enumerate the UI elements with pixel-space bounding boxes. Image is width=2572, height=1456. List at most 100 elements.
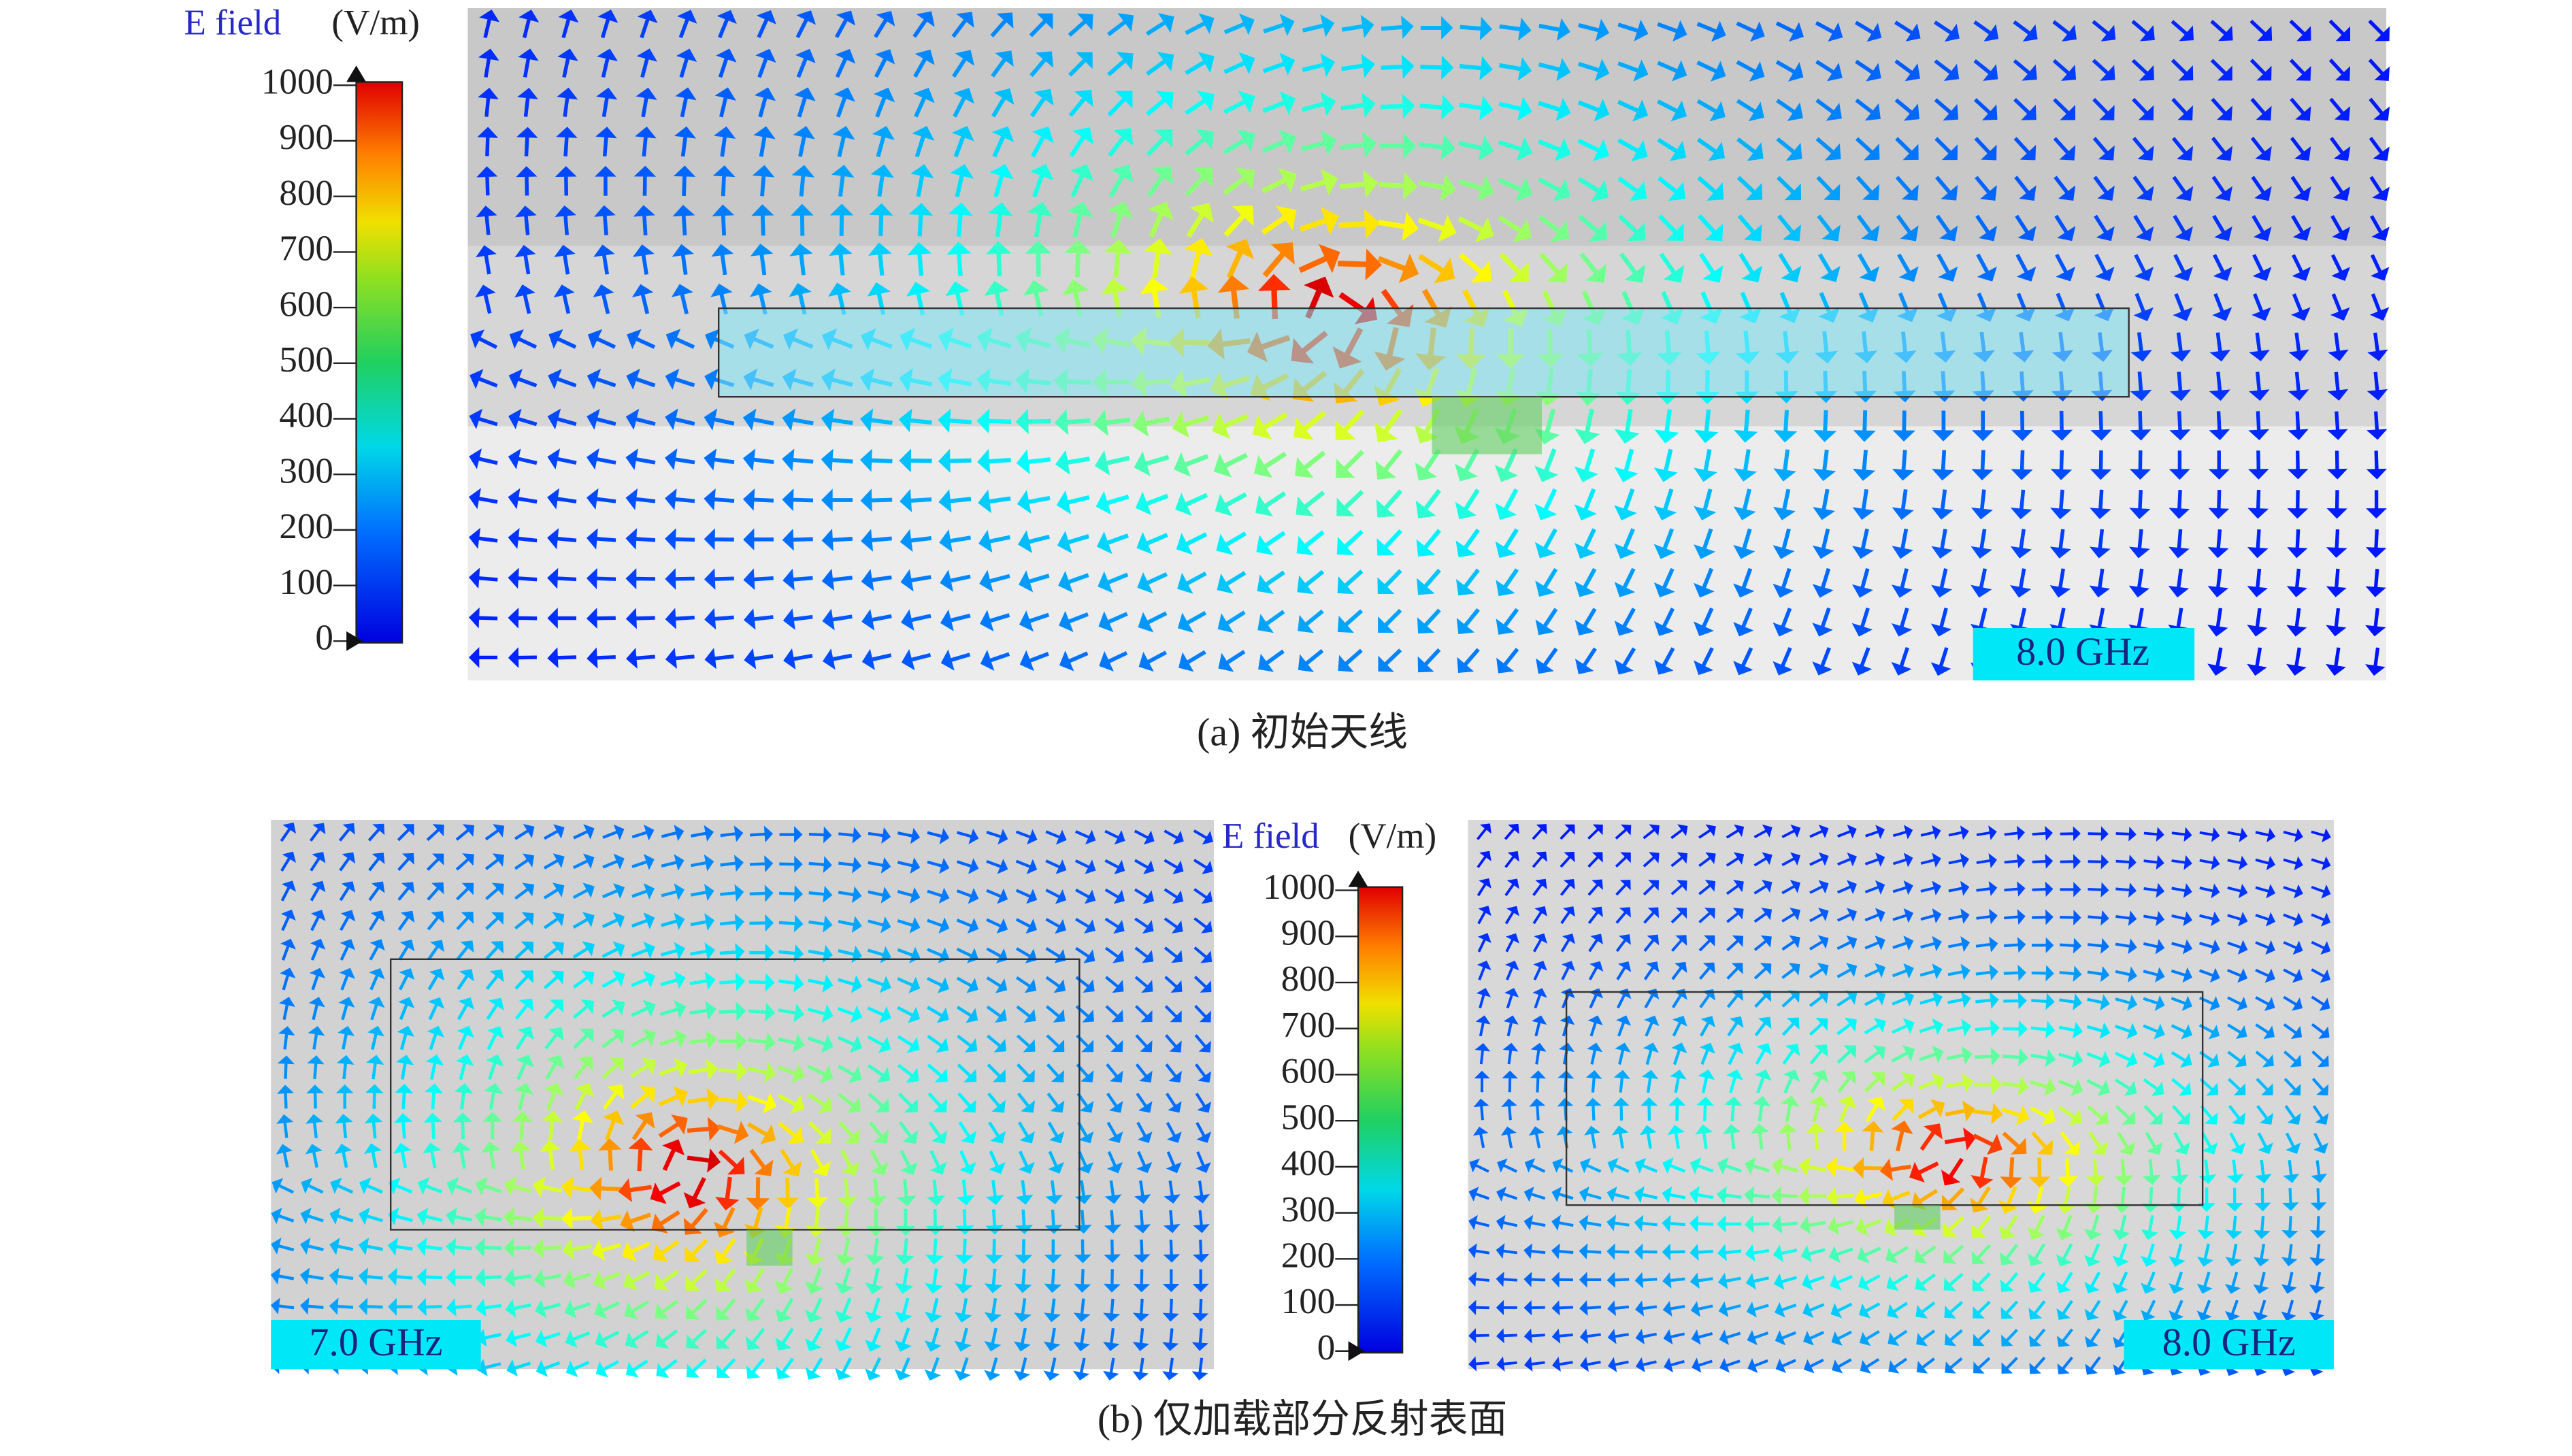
field-arrow <box>1532 933 1547 953</box>
field-arrow <box>716 1358 736 1378</box>
field-arrow <box>508 408 538 430</box>
field-arrow <box>2329 97 2351 121</box>
field-arrow <box>2253 1272 2269 1294</box>
substrate-outline <box>389 958 1081 1231</box>
field-arrow <box>894 1297 913 1323</box>
field-arrow <box>1694 528 1716 559</box>
field-arrow <box>1340 93 1376 118</box>
field-arrow <box>984 1327 1002 1352</box>
field-arrow <box>778 1004 805 1023</box>
field-arrow <box>621 1241 650 1262</box>
field-arrow <box>1975 1019 2000 1038</box>
field-arrow <box>867 976 891 993</box>
field-arrow <box>334 1143 352 1168</box>
field-arrow <box>1132 1298 1150 1322</box>
field-arrow <box>704 488 735 511</box>
field-arrow <box>1474 1070 1490 1093</box>
field-arrow <box>1574 448 1599 482</box>
field-arrow <box>821 568 853 591</box>
field-arrow <box>587 647 616 669</box>
field-arrow <box>416 1207 443 1226</box>
field-arrow <box>1133 1269 1151 1293</box>
field-arrow <box>2255 1023 2275 1040</box>
field-arrow <box>1971 1215 1992 1238</box>
field-arrow <box>590 1208 622 1231</box>
legend-title: E field <box>1222 816 1319 856</box>
field-arrow <box>1025 240 1052 277</box>
field-arrow <box>1475 1015 1491 1037</box>
field-arrow <box>2059 965 2082 982</box>
field-arrow <box>1831 1330 1852 1346</box>
field-arrow <box>1976 881 1998 897</box>
field-arrow <box>631 284 654 314</box>
field-arrow <box>1698 880 1716 895</box>
field-arrow <box>2254 1216 2271 1240</box>
field-arrow <box>1696 1096 1715 1121</box>
field-arrow <box>897 887 921 904</box>
field-arrow <box>1897 253 1919 282</box>
field-arrow <box>2052 20 2077 42</box>
field-arrow <box>594 1301 620 1319</box>
field-arrow <box>397 824 414 842</box>
field-arrow <box>866 1178 887 1207</box>
field-arrow <box>1892 489 1914 520</box>
field-arrow <box>1579 1300 1602 1317</box>
field-arrow <box>1014 1357 1031 1381</box>
field-arrow <box>791 165 815 197</box>
field-arrow <box>950 164 974 197</box>
field-arrow <box>1657 60 1687 82</box>
field-arrow <box>1744 1214 1770 1234</box>
field-arrow <box>1615 824 1632 840</box>
field-arrow <box>957 1063 977 1082</box>
field-arrow <box>1496 1356 1517 1372</box>
field-arrow <box>677 10 697 39</box>
field-arrow <box>446 1238 472 1257</box>
tick-label: 500 <box>1281 1097 1335 1137</box>
field-arrow <box>2173 214 2193 242</box>
field-arrow <box>665 528 695 550</box>
field-arrow <box>1892 991 1915 1007</box>
field-arrow <box>1864 853 1885 867</box>
field-arrow <box>457 997 475 1021</box>
field-arrow <box>1419 134 1455 161</box>
field-arrow <box>1998 1214 2019 1240</box>
field-arrow <box>1617 138 1648 162</box>
field-arrow <box>752 165 775 197</box>
field-arrow <box>476 245 497 275</box>
field-arrow <box>1778 252 1802 282</box>
field-arrow <box>1813 449 1836 482</box>
field-arrow <box>2004 853 2026 869</box>
field-arrow <box>808 944 833 963</box>
field-arrow <box>1212 412 1249 440</box>
field-arrow <box>2309 1216 2326 1239</box>
field-arrow <box>504 1176 532 1197</box>
field-arrow <box>533 1238 562 1259</box>
field-arrow <box>1106 13 1134 37</box>
field-arrow <box>1262 242 1295 278</box>
field-arrow <box>1817 214 1841 242</box>
field-arrow <box>1417 608 1441 634</box>
field-arrow <box>2013 98 2037 120</box>
field-arrow <box>2030 1048 2056 1068</box>
field-arrow <box>572 912 595 929</box>
field-arrow <box>704 448 735 471</box>
field-arrow <box>1947 991 1971 1008</box>
field-arrow <box>1468 1300 1489 1315</box>
field-arrow <box>387 1268 413 1286</box>
field-arrow <box>2010 489 2032 520</box>
field-arrow <box>860 448 893 472</box>
field-arrow <box>1662 1300 1685 1317</box>
field-arrow <box>1162 1298 1180 1322</box>
field-arrow <box>927 857 950 874</box>
field-arrow <box>718 1060 748 1082</box>
field-arrow <box>2113 1300 2128 1321</box>
field-arrow <box>1134 917 1154 934</box>
field-arrow <box>514 882 535 900</box>
field-arrow <box>977 449 1011 474</box>
field-arrow <box>2365 608 2386 637</box>
field-arrow <box>2060 826 2081 842</box>
field-arrow <box>779 826 803 843</box>
field-arrow <box>1381 54 1415 79</box>
field-arrow <box>894 1327 912 1352</box>
field-arrow <box>455 824 474 841</box>
